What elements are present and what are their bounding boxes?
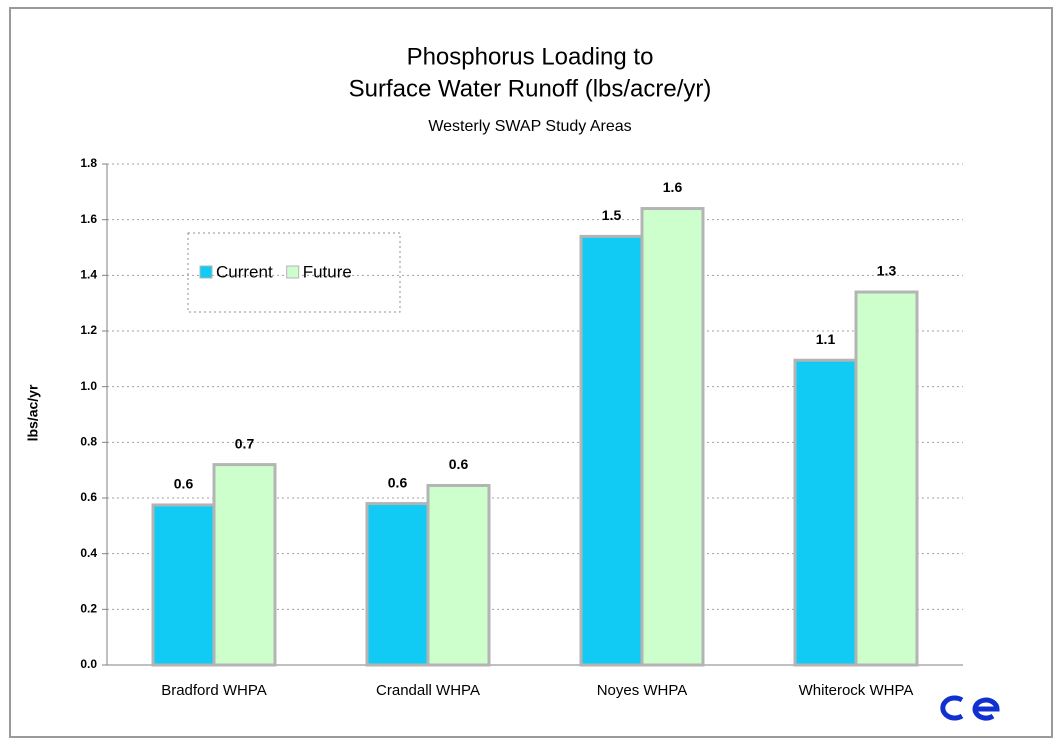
bar — [579, 234, 644, 667]
value-label: 0.6 — [388, 474, 408, 490]
chart-title: Phosphorus Loading to — [407, 43, 654, 70]
value-label: 1.5 — [602, 207, 622, 223]
y-tick-label: 1.0 — [80, 379, 97, 393]
bar — [640, 207, 705, 667]
chart-title: Surface Water Runoff (lbs/acre/yr) — [349, 75, 712, 102]
x-tick-label: Noyes WHPA — [597, 682, 688, 699]
y-tick-label: 0.0 — [80, 657, 97, 671]
logo-e — [972, 697, 1000, 721]
value-label: 0.6 — [174, 476, 194, 492]
y-tick-label: 1.6 — [80, 212, 97, 226]
y-tick-label: 1.4 — [80, 268, 97, 282]
y-tick-label: 0.6 — [80, 490, 97, 504]
y-tick-label: 0.4 — [80, 546, 97, 560]
bar — [365, 502, 430, 667]
x-tick-label: Crandall WHPA — [376, 682, 480, 699]
x-tick-label: Whiterock WHPA — [799, 682, 914, 699]
x-tick-label: Bradford WHPA — [161, 682, 267, 699]
legend-swatch — [286, 265, 300, 279]
logo — [940, 695, 1000, 721]
y-tick-label: 1.2 — [80, 323, 97, 337]
y-axis-label: lbs/ac/yr — [25, 384, 41, 441]
value-label: 1.1 — [816, 331, 836, 347]
bar — [212, 463, 277, 667]
bar — [151, 503, 216, 667]
logo-c — [940, 695, 964, 721]
value-label: 0.7 — [235, 435, 255, 451]
y-tick-label: 1.8 — [80, 156, 97, 170]
y-tick-label: 0.8 — [80, 435, 97, 449]
legend-box — [187, 232, 401, 313]
value-label: 0.6 — [449, 456, 469, 472]
legend-label: Future — [303, 262, 352, 281]
bar — [426, 483, 491, 667]
chart-subtitle: Westerly SWAP Study Areas — [428, 118, 631, 135]
legend-swatch — [199, 265, 213, 279]
value-label: 1.6 — [663, 179, 683, 195]
legend-label: Current — [216, 262, 273, 281]
bar — [793, 358, 858, 667]
value-label: 1.3 — [877, 263, 897, 279]
bar — [854, 290, 919, 667]
y-tick-label: 0.2 — [80, 602, 97, 616]
